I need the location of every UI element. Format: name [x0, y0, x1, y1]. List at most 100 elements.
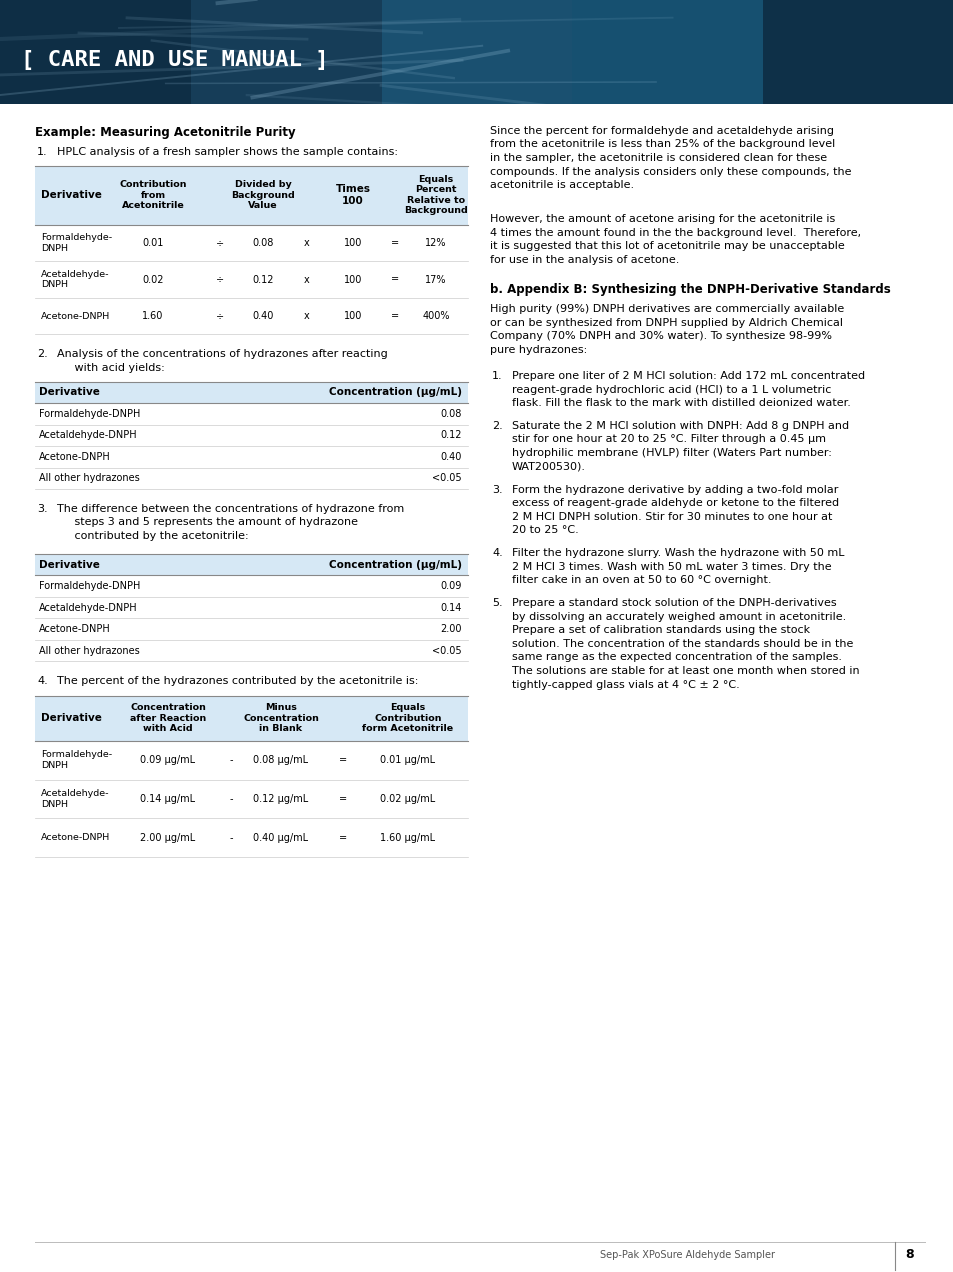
Text: Since the percent for formaldehyde and acetaldehyde arising
from the acetonitril: Since the percent for formaldehyde and a…	[490, 126, 851, 191]
Text: 17%: 17%	[425, 275, 446, 285]
Text: The difference between the concentrations of hydrazone from
     steps 3 and 5 r: The difference between the concentration…	[57, 504, 404, 541]
Text: 0.14 µg/mL: 0.14 µg/mL	[140, 794, 195, 804]
Text: 0.12 µg/mL: 0.12 µg/mL	[253, 794, 309, 804]
Text: Derivative: Derivative	[39, 388, 100, 397]
Text: Divided by
Background
Value: Divided by Background Value	[231, 181, 294, 210]
Text: Formaldehyde-DNPH: Formaldehyde-DNPH	[39, 581, 140, 591]
Text: Form the hydrazone derivative by adding a two-fold molar
excess of reagent-grade: Form the hydrazone derivative by adding …	[512, 485, 839, 536]
Text: -: -	[229, 756, 233, 766]
Text: 400%: 400%	[422, 312, 449, 321]
Text: However, the amount of acetone arising for the acetonitrile is
4 times the amoun: However, the amount of acetone arising f…	[490, 214, 861, 265]
Bar	[35, 553, 468, 575]
Bar	[762, 0, 953, 104]
Text: 100: 100	[343, 238, 362, 248]
Text: 0.09 µg/mL: 0.09 µg/mL	[140, 756, 195, 766]
Text: Filter the hydrazone slurry. Wash the hydrazone with 50 mL
2 M HCl 3 times. Wash: Filter the hydrazone slurry. Wash the hy…	[512, 548, 843, 585]
Text: ÷: ÷	[215, 312, 224, 321]
Text: =: =	[391, 275, 398, 285]
Text: 8: 8	[904, 1248, 913, 1262]
Text: =: =	[391, 312, 398, 321]
Text: Example: Measuring Acetonitrile Purity: Example: Measuring Acetonitrile Purity	[35, 126, 295, 139]
Text: ÷: ÷	[215, 238, 224, 248]
Text: The percent of the hydrazones contributed by the acetonitrile is:: The percent of the hydrazones contribute…	[57, 677, 418, 687]
Text: 0.40: 0.40	[252, 312, 274, 321]
Text: Concentration (µg/mL): Concentration (µg/mL)	[329, 388, 461, 397]
Text: 0.08: 0.08	[440, 410, 461, 418]
Text: Equals
Percent
Relative to
Background: Equals Percent Relative to Background	[404, 176, 467, 215]
Text: 2.00 µg/mL: 2.00 µg/mL	[140, 833, 195, 842]
Text: =: =	[338, 833, 347, 842]
Text: x: x	[304, 312, 310, 321]
Text: =: =	[338, 756, 347, 766]
Text: Formaldehyde-
DNPH: Formaldehyde- DNPH	[41, 750, 112, 770]
Text: Contribution
from
Acetonitrile: Contribution from Acetonitrile	[119, 181, 187, 210]
Text: 0.02 µg/mL: 0.02 µg/mL	[380, 794, 436, 804]
Text: 3.: 3.	[37, 504, 48, 514]
Text: Prepare one liter of 2 M HCl solution: Add 172 mL concentrated
reagent-grade hyd: Prepare one liter of 2 M HCl solution: A…	[512, 371, 864, 408]
Text: <0.05: <0.05	[432, 645, 461, 655]
Text: 2.: 2.	[37, 350, 48, 360]
Text: 5.: 5.	[492, 598, 502, 608]
Text: HPLC analysis of a fresh sampler shows the sample contains:: HPLC analysis of a fresh sampler shows t…	[57, 148, 397, 158]
Text: 0.09: 0.09	[440, 581, 461, 591]
Text: Acetone-DNPH: Acetone-DNPH	[39, 625, 111, 633]
Text: Concentration
after Reaction
with Acid: Concentration after Reaction with Acid	[130, 703, 206, 733]
Text: 0.40 µg/mL: 0.40 µg/mL	[253, 833, 308, 842]
Text: Analysis of the concentrations of hydrazones after reacting
     with acid yield: Analysis of the concentrations of hydraz…	[57, 350, 387, 373]
Text: 12%: 12%	[425, 238, 446, 248]
Text: 0.01 µg/mL: 0.01 µg/mL	[380, 756, 436, 766]
Text: 0.02: 0.02	[142, 275, 164, 285]
Text: 0.12: 0.12	[252, 275, 274, 285]
Text: High purity (99%) DNPH derivatives are commercially available
or can be synthesi: High purity (99%) DNPH derivatives are c…	[490, 304, 843, 355]
Text: Formaldehyde-DNPH: Formaldehyde-DNPH	[39, 410, 140, 418]
Text: All other hydrazones: All other hydrazones	[39, 473, 139, 483]
Text: 3.: 3.	[492, 485, 502, 495]
Text: -: -	[229, 794, 233, 804]
Text: Acetone-DNPH: Acetone-DNPH	[39, 452, 111, 462]
Text: Equals
Contribution
form Acetonitrile: Equals Contribution form Acetonitrile	[362, 703, 453, 733]
Text: Acetaldehyde-DNPH: Acetaldehyde-DNPH	[39, 430, 137, 440]
Text: 0.14: 0.14	[440, 603, 461, 613]
Text: Acetaldehyde-DNPH: Acetaldehyde-DNPH	[39, 603, 137, 613]
Text: =: =	[338, 794, 347, 804]
Text: Derivative: Derivative	[41, 714, 102, 724]
Text: x: x	[304, 238, 310, 248]
Text: 1.60 µg/mL: 1.60 µg/mL	[380, 833, 436, 842]
Text: 100: 100	[343, 312, 362, 321]
Text: 2.: 2.	[492, 421, 502, 431]
Bar	[35, 165, 468, 225]
Text: Formaldehyde-
DNPH: Formaldehyde- DNPH	[41, 233, 112, 253]
Text: 2.00: 2.00	[440, 625, 461, 633]
Text: 0.40: 0.40	[440, 452, 461, 462]
Text: <0.05: <0.05	[432, 473, 461, 483]
Text: Acetone-DNPH: Acetone-DNPH	[41, 312, 111, 321]
Bar	[35, 696, 468, 740]
Bar	[35, 382, 468, 403]
Text: -: -	[229, 833, 233, 842]
Text: Derivative: Derivative	[39, 560, 100, 570]
Text: 0.12: 0.12	[440, 430, 461, 440]
Text: x: x	[304, 275, 310, 285]
Bar	[572, 0, 762, 104]
Text: Acetaldehyde-
DNPH: Acetaldehyde- DNPH	[41, 270, 110, 289]
Text: All other hydrazones: All other hydrazones	[39, 645, 139, 655]
Text: 100: 100	[343, 275, 362, 285]
Text: 1.: 1.	[492, 371, 502, 380]
Text: ÷: ÷	[215, 275, 224, 285]
Bar	[0, 0, 191, 104]
Text: Concentration (µg/mL): Concentration (µg/mL)	[329, 560, 461, 570]
Text: 0.01: 0.01	[142, 238, 164, 248]
Text: Acetaldehyde-
DNPH: Acetaldehyde- DNPH	[41, 789, 110, 809]
Text: Times
100: Times 100	[335, 184, 370, 206]
Text: b. Appendix B: Synthesizing the DNPH-Derivative Standards: b. Appendix B: Synthesizing the DNPH-Der…	[490, 282, 890, 296]
Text: 4.: 4.	[37, 677, 48, 687]
Text: Saturate the 2 M HCl solution with DNPH: Add 8 g DNPH and
stir for one hour at 2: Saturate the 2 M HCl solution with DNPH:…	[512, 421, 848, 472]
Bar	[191, 0, 381, 104]
Text: 1.: 1.	[37, 148, 48, 158]
Text: Prepare a standard stock solution of the DNPH-derivatives
by dissolving an accur: Prepare a standard stock solution of the…	[512, 598, 859, 689]
Text: Derivative: Derivative	[41, 190, 102, 200]
Text: 4.: 4.	[492, 548, 502, 558]
Text: Acetone-DNPH: Acetone-DNPH	[41, 833, 111, 842]
Text: Sep-Pak XPoSure Aldehyde Sampler: Sep-Pak XPoSure Aldehyde Sampler	[599, 1250, 774, 1261]
Text: 1.60: 1.60	[142, 312, 164, 321]
